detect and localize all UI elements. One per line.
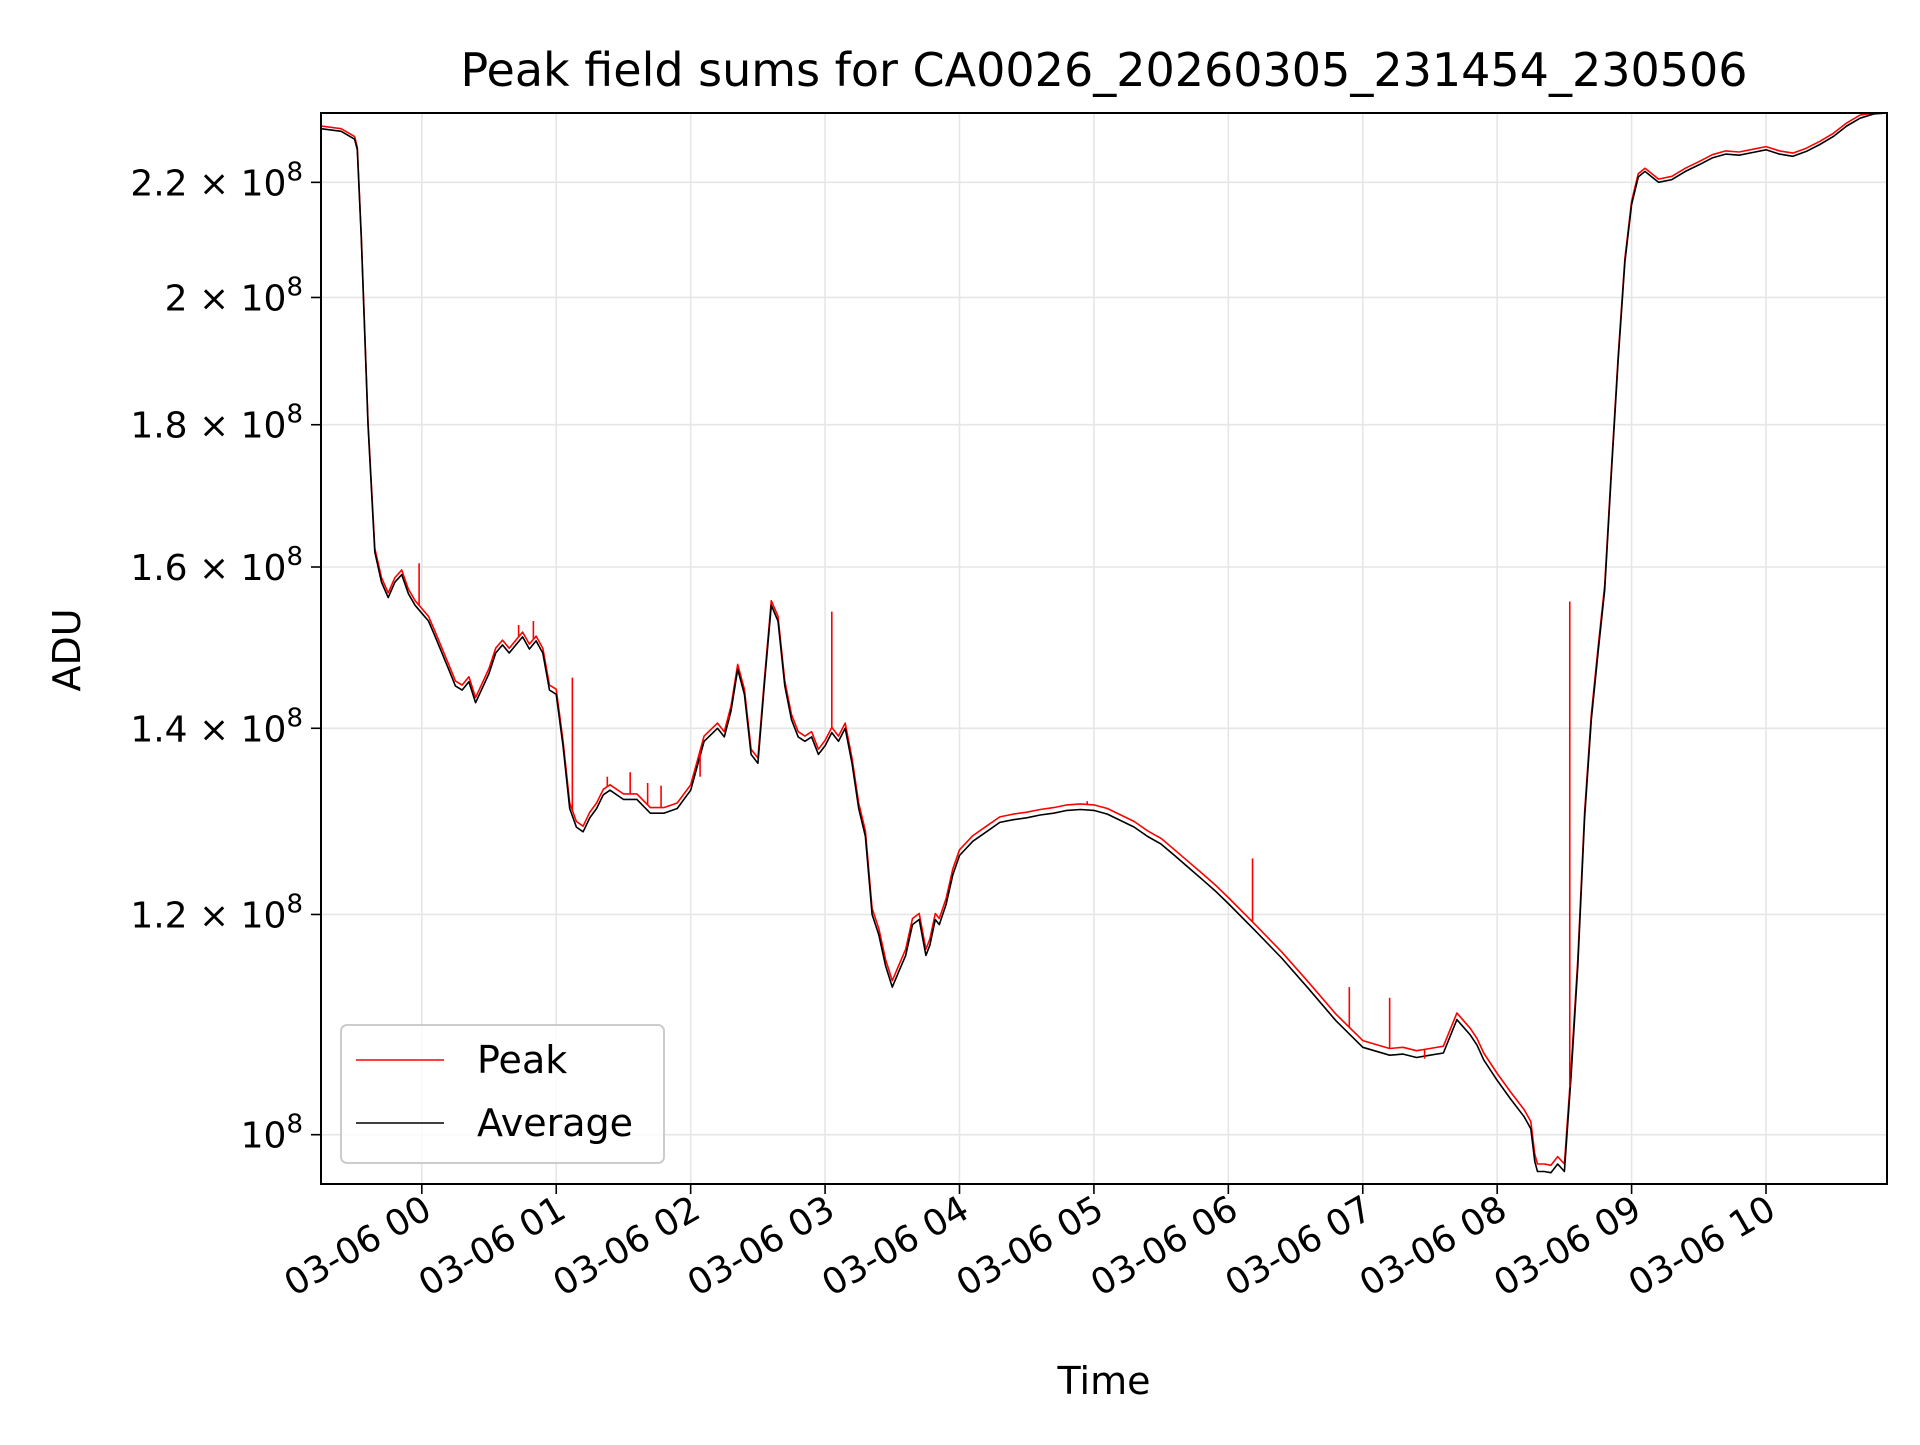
y-tick-coefficient: 2.2 × xyxy=(130,163,240,204)
y-tick-coefficient: 1.2 × xyxy=(130,895,240,936)
legend-label-peak: Peak xyxy=(477,1038,567,1082)
y-tick-mantissa: 10 xyxy=(241,548,287,589)
y-tick-label: 1.6 × 108 xyxy=(130,542,303,589)
y-tick-label: 1.8 × 108 xyxy=(130,400,303,447)
y-tick-exponent: 8 xyxy=(286,703,303,733)
y-tick-coefficient: 1.4 × xyxy=(130,709,240,750)
legend-label-average: Average xyxy=(477,1101,633,1145)
y-tick-exponent: 8 xyxy=(286,542,303,572)
y-tick-exponent: 8 xyxy=(286,889,303,919)
y-tick-label: 1.2 × 108 xyxy=(130,889,303,936)
y-tick-label: 1.4 × 108 xyxy=(130,703,303,750)
x-axis-label: Time xyxy=(1057,1359,1151,1403)
y-tick-mantissa: 10 xyxy=(241,163,287,204)
y-tick-exponent: 8 xyxy=(286,400,303,430)
y-tick-exponent: 8 xyxy=(286,157,303,187)
y-tick-coefficient: 1.6 × xyxy=(130,548,240,589)
y-tick-mantissa: 10 xyxy=(241,709,287,750)
y-axis-label: ADU xyxy=(45,608,89,691)
y-tick-exponent: 8 xyxy=(286,272,303,302)
y-tick-mantissa: 10 xyxy=(241,278,287,319)
series-layer xyxy=(320,112,1888,1174)
chart-title: Peak field sums for CA0026_20260305_2314… xyxy=(460,43,1747,97)
y-tick-mantissa: 10 xyxy=(241,406,287,447)
y-tick-mantissa: 10 xyxy=(241,895,287,936)
average-series-line xyxy=(320,112,1888,1174)
plot-frame xyxy=(320,112,1888,1185)
y-tick-mantissa: 10 xyxy=(241,1116,287,1157)
y-tick-exponent: 8 xyxy=(286,1110,303,1140)
y-tick-label: 2.2 × 108 xyxy=(130,157,303,204)
y-tick-coefficient: 1.8 × xyxy=(130,406,240,447)
y-tick-label: 2 × 108 xyxy=(165,272,303,319)
grid-layer xyxy=(321,113,1887,1184)
y-tick-label: 108 xyxy=(241,1110,303,1157)
y-tick-coefficient: 2 × xyxy=(165,278,241,319)
legend: Peak Average xyxy=(340,1024,665,1164)
